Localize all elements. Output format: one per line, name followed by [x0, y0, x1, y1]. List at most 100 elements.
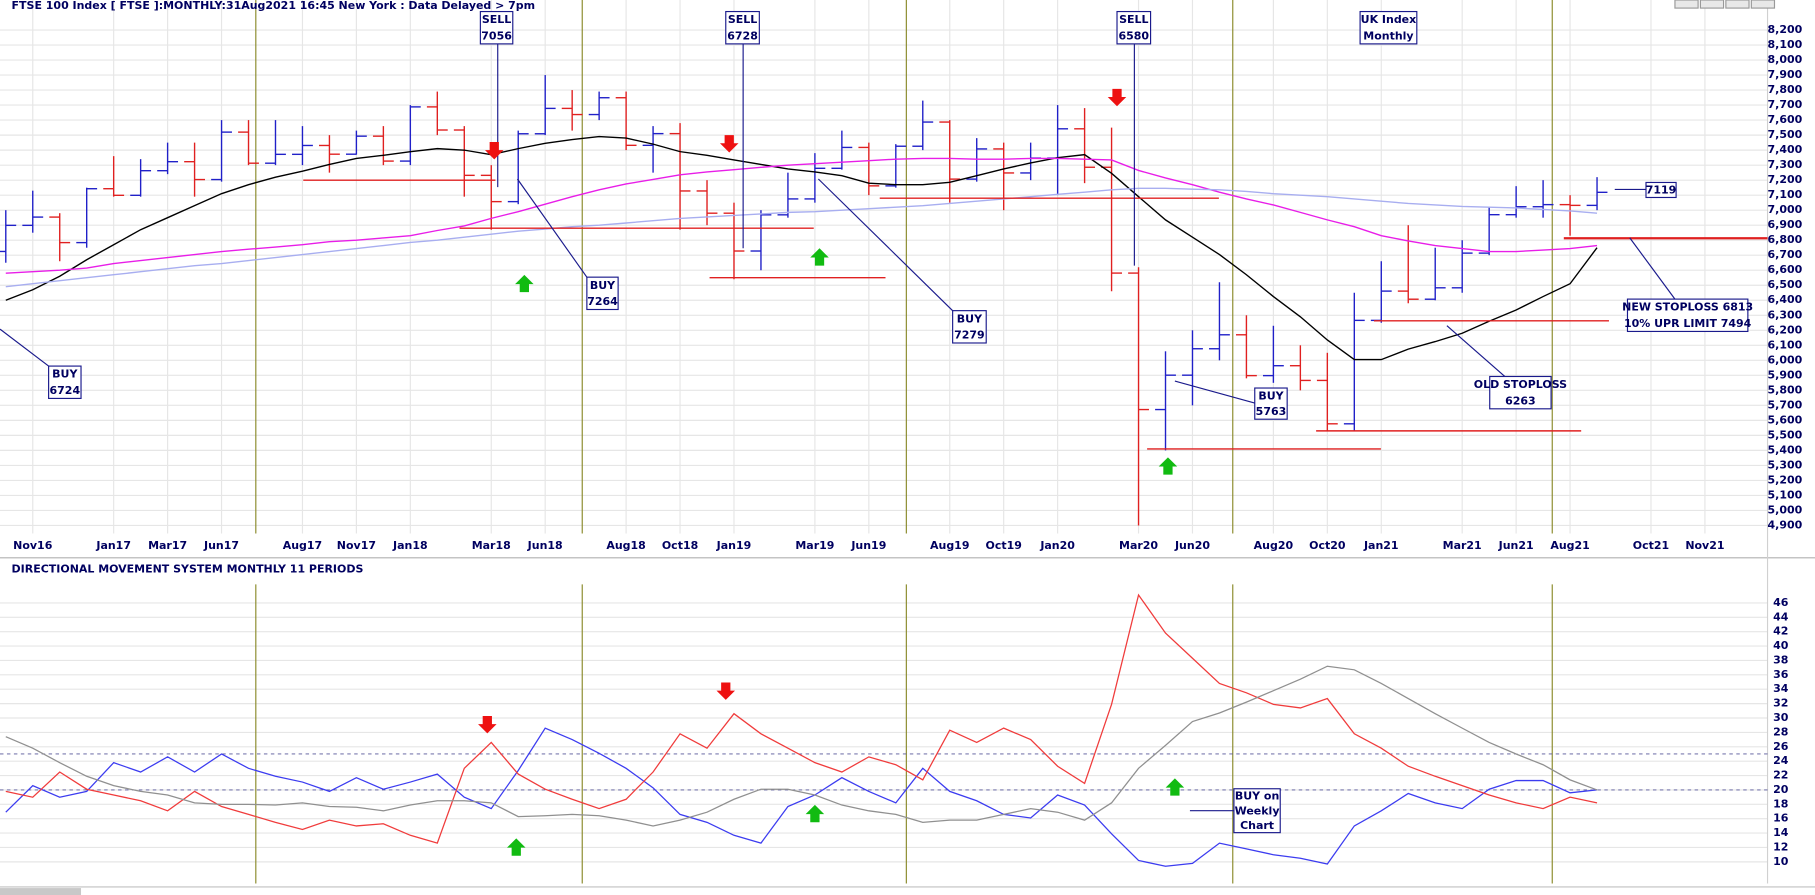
- annotation-text: Weekly: [1235, 804, 1280, 817]
- x-tick-label: Jun19: [850, 539, 886, 552]
- moving-average: [5, 187, 1598, 288]
- x-tick-label: Aug21: [1550, 539, 1589, 552]
- annotation-text: BUY: [52, 368, 78, 381]
- annotation-leader: [0, 328, 49, 367]
- x-tick-label: Jan17: [95, 539, 131, 552]
- moving-average: [5, 135, 1598, 361]
- y-tick-label: 5,200: [1768, 473, 1803, 486]
- annotation-text: 7119: [1646, 184, 1677, 197]
- y-tick-label: 18: [1773, 797, 1788, 810]
- y-tick-label: 12: [1773, 840, 1788, 853]
- annotation-leader: [1446, 325, 1506, 377]
- y-tick-label: 22: [1773, 769, 1788, 782]
- annotation-box: [1254, 387, 1288, 420]
- chart-title: FTSE 100 Index [ FTSE ]:MONTHLY:31Aug202…: [12, 0, 536, 12]
- nav-buttons: [1674, 0, 1776, 9]
- annotation-box: [1626, 298, 1749, 333]
- annotation-box: [1489, 375, 1552, 410]
- y-tick-label: 44: [1773, 610, 1789, 623]
- buy-arrow: [805, 804, 825, 823]
- annotation-text: 7264: [587, 295, 618, 308]
- y-tick-label: 5,800: [1768, 383, 1803, 396]
- y-tick-label: 7,900: [1768, 68, 1803, 81]
- y-tick-label: 5,100: [1768, 488, 1803, 501]
- y-tick-label: 5,500: [1768, 428, 1803, 441]
- annotation-text: SELL: [728, 13, 757, 26]
- y-tick-label: 38: [1773, 653, 1788, 666]
- scroll-thumb[interactable]: [0, 888, 82, 895]
- nav-next[interactable]: [1725, 0, 1750, 9]
- y-tick-label: 42: [1773, 625, 1788, 638]
- x-tick-label: Nov16: [13, 539, 53, 552]
- annotation-leader: [516, 178, 588, 278]
- x-tick-label: Jun21: [1498, 539, 1534, 552]
- annotation-text: OLD STOPLOSS: [1474, 378, 1567, 391]
- x-tick-label: Aug19: [930, 539, 969, 552]
- x-tick-label: Nov17: [337, 539, 376, 552]
- x-tick-label: Jan18: [392, 539, 428, 552]
- nav-first[interactable]: [1674, 0, 1699, 9]
- annotation-leader: [1174, 380, 1255, 404]
- y-tick-label: 20: [1773, 783, 1789, 796]
- nav-prev[interactable]: [1699, 0, 1725, 9]
- annotation-text: BUY: [1258, 389, 1284, 402]
- annotation-text: 6724: [50, 384, 81, 397]
- y-tick-label: 7,600: [1768, 113, 1803, 126]
- y-tick-label: 6,300: [1768, 308, 1803, 321]
- x-tick-label: Jan19: [716, 539, 752, 552]
- x-tick-label: Aug20: [1254, 539, 1294, 552]
- buy-arrow: [506, 838, 526, 856]
- y-tick-label: 32: [1773, 697, 1788, 710]
- x-tick-label: Mar18: [472, 539, 511, 552]
- annotation-box: [586, 276, 619, 311]
- annotation-text: BUY: [957, 312, 983, 325]
- sell-arrow: [478, 716, 497, 734]
- y-tick-label: 24: [1773, 754, 1789, 767]
- x-tick-label: Mar19: [795, 539, 834, 552]
- x-tick-label: Jan20: [1039, 539, 1075, 552]
- y-tick-label: 7,300: [1768, 158, 1803, 171]
- annotation-text: 7279: [954, 328, 985, 341]
- annotation-text: 6263: [1505, 394, 1536, 407]
- annotation-text: BUY: [590, 279, 616, 292]
- y-tick-label: 40: [1773, 639, 1789, 652]
- x-tick-label: Nov21: [1685, 539, 1724, 552]
- y-tick-label: 36: [1773, 668, 1789, 681]
- y-tick-label: 34: [1773, 682, 1789, 695]
- y-tick-label: 6,700: [1768, 248, 1803, 261]
- x-tick-label: Jan21: [1363, 539, 1399, 552]
- moving-average: [5, 157, 1598, 274]
- indicator-line: [5, 727, 1598, 867]
- annotation-text: SELL: [482, 13, 511, 26]
- y-tick-label: 7,500: [1768, 128, 1803, 141]
- annotation-text: 6728: [727, 29, 758, 42]
- x-tick-label: Aug17: [283, 539, 322, 552]
- buy-arrow: [1158, 457, 1178, 475]
- y-tick-label: 7,700: [1768, 98, 1803, 111]
- y-tick-label: 16: [1773, 812, 1789, 825]
- y-tick-label: 5,400: [1768, 443, 1803, 456]
- y-tick-label: 8,200: [1768, 23, 1803, 36]
- y-tick-label: 6,600: [1768, 263, 1803, 276]
- annotation-text: 6580: [1119, 29, 1150, 42]
- annotation-text: Monthly: [1363, 29, 1413, 42]
- y-tick-label: 7,000: [1768, 203, 1803, 216]
- annotation-box: [1233, 788, 1281, 834]
- annotation-text: Chart: [1240, 819, 1274, 832]
- y-tick-label: 6,100: [1768, 338, 1803, 351]
- indicator-line: [5, 665, 1598, 827]
- y-tick-label: 6,800: [1768, 233, 1803, 246]
- y-tick-label: 5,600: [1768, 413, 1803, 426]
- sell-arrow: [716, 682, 736, 700]
- nav-last[interactable]: [1750, 0, 1776, 9]
- grid-layer: [0, 0, 1768, 863]
- annotation-box: [1645, 181, 1677, 199]
- annotation-box: [479, 10, 514, 45]
- y-tick-label: 8,100: [1768, 38, 1803, 51]
- period-dividers: [255, 0, 1553, 884]
- annotation-text: 10% UPR LIMIT 7494: [1624, 317, 1752, 330]
- y-tick-label: 7,100: [1768, 188, 1803, 201]
- annotation-box: [1359, 10, 1418, 45]
- annotation-text: 7056: [481, 29, 512, 42]
